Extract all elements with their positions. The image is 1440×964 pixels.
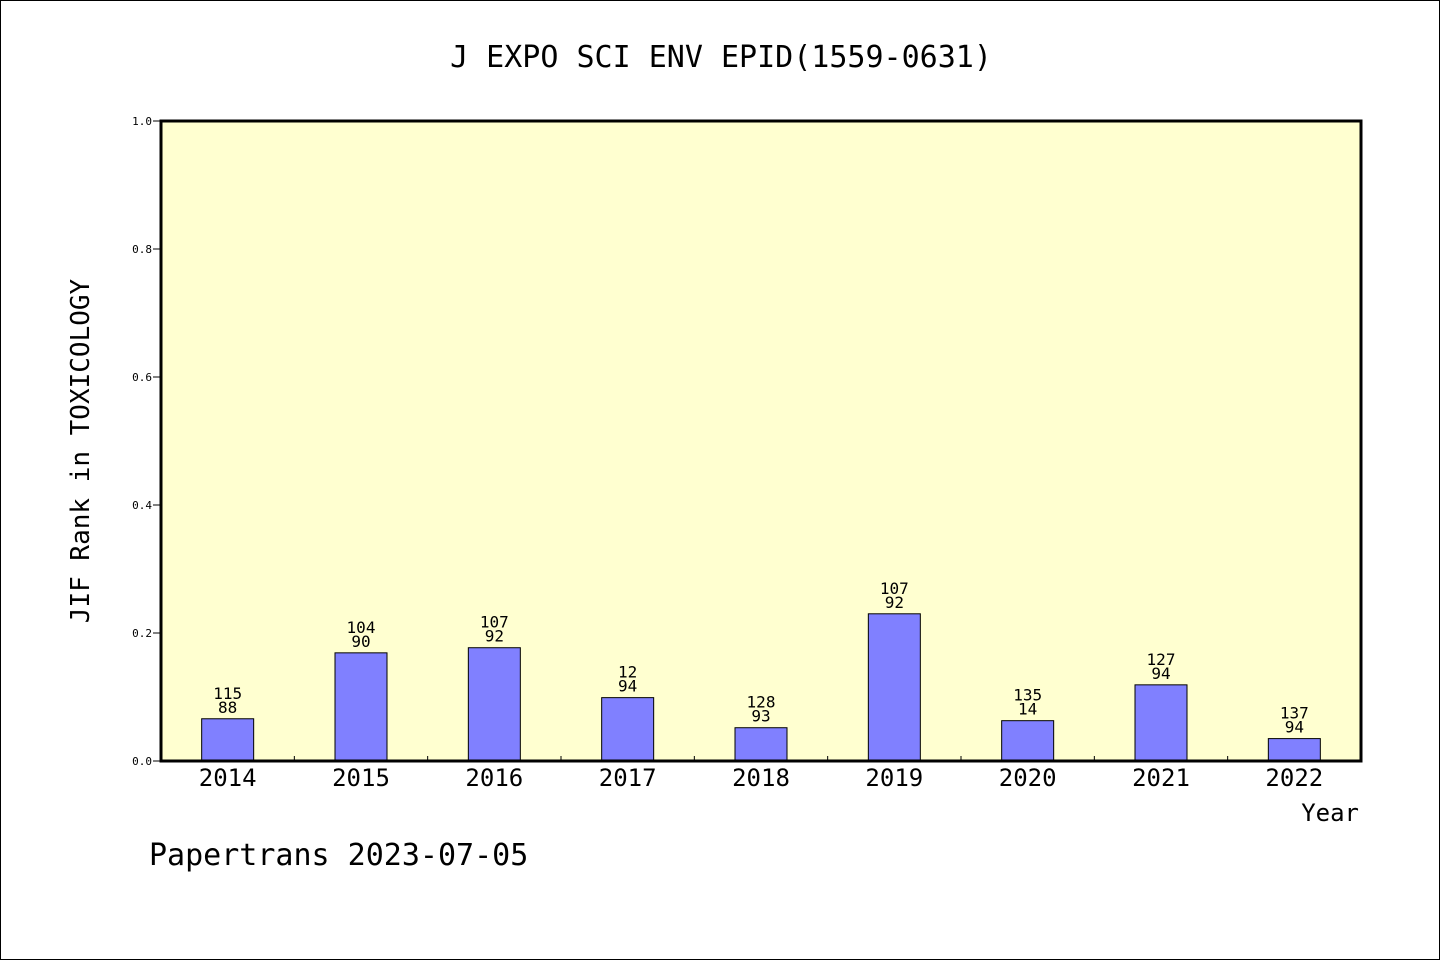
bars-group: 1158810490107921294128931079213514127941… [201, 579, 1321, 762]
data-label-bottom: 92 [485, 627, 504, 646]
y-axis: 0.0 0.2 0.4 0.6 0.8 1.0 [132, 115, 161, 768]
data-label-bottom: 94 [1285, 718, 1304, 737]
data-label-bottom: 90 [351, 632, 370, 651]
bar-2017 [601, 697, 655, 762]
x-tick-label: 2022 [1265, 764, 1323, 792]
data-label-bottom: 92 [885, 593, 904, 612]
data-label-top: 135 [1013, 686, 1042, 705]
bar-2019 [867, 613, 921, 762]
x-tick-label: 2021 [1132, 764, 1190, 792]
data-label-top: 127 [1147, 650, 1176, 669]
x-tick-label: 2015 [332, 764, 390, 792]
bar-2016 [467, 647, 521, 762]
y-axis-label: JIF Rank in TOXICOLOGY [66, 278, 96, 623]
x-tick-label: 2017 [599, 764, 657, 792]
x-tick-label: 2020 [999, 764, 1057, 792]
footer-credit: Papertrans 2023-07-05 [149, 838, 528, 873]
y-tick-label: 0.2 [132, 627, 152, 640]
data-label-top: 137 [1280, 704, 1309, 723]
plot-border [159, 119, 1363, 763]
x-axis-label: Year [1301, 799, 1359, 827]
data-label-bottom: 94 [1151, 664, 1170, 683]
data-label-top: 107 [880, 579, 909, 598]
data-label-bottom: 94 [618, 677, 637, 696]
x-tick-label: 2014 [199, 764, 257, 792]
bar-2015 [334, 652, 388, 762]
bar-2021 [1134, 684, 1188, 762]
y-tick-label: 1.0 [132, 115, 152, 128]
y-tick-label: 0.0 [132, 755, 152, 768]
bar-2014 [201, 718, 255, 762]
x-tick-label: 2019 [865, 764, 923, 792]
y-tick-label: 0.8 [132, 243, 152, 256]
y-tick-label: 0.6 [132, 371, 152, 384]
data-label-bottom: 14 [1018, 700, 1037, 719]
data-label-top: 104 [347, 618, 376, 637]
data-label-top: 12 [618, 663, 637, 682]
bar-2018 [734, 727, 788, 762]
x-axis: 2014 2015 2016 2017 2018 2019 2020 2021 2022 [199, 756, 1323, 792]
bar-2022 [1267, 738, 1321, 762]
data-label-top: 115 [213, 684, 242, 703]
data-label-bottom: 88 [218, 698, 237, 717]
data-label-bottom: 93 [751, 707, 770, 726]
bar-2020 [1001, 720, 1055, 762]
y-tick-label: 0.4 [132, 499, 152, 512]
data-label-top: 128 [747, 693, 776, 712]
chart-title: J EXPO SCI ENV EPID(1559-0631) [450, 40, 992, 75]
x-tick-label: 2016 [465, 764, 523, 792]
data-label-top: 107 [480, 613, 509, 632]
x-tick-label: 2018 [732, 764, 790, 792]
